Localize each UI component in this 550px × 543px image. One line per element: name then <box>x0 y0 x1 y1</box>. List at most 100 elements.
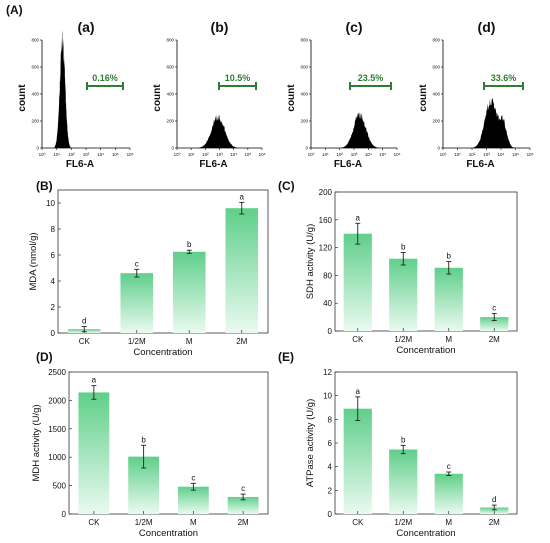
y-tick-label: 4 <box>328 463 333 472</box>
gate-percent-label: 10.5% <box>225 73 251 83</box>
y-axis-label: MDA (nmol/g) <box>28 232 39 290</box>
y-tick-label: 6 <box>328 439 333 448</box>
histogram-distribution <box>199 114 238 148</box>
histogram-y-tick-label: 600 <box>31 65 39 70</box>
bar <box>343 233 372 331</box>
panel-label: (E) <box>278 350 294 364</box>
panel-label: (C) <box>278 179 295 193</box>
histogram-x-tick-label: 10³ <box>83 152 90 157</box>
x-axis-label: Concentration <box>396 345 455 356</box>
bar <box>343 408 372 514</box>
histogram-y-axis-label: count <box>17 84 28 112</box>
histogram-x-tick-label: 10⁶ <box>127 152 134 157</box>
plot-frame <box>334 191 518 332</box>
y-tick-label: 2500 <box>48 368 66 377</box>
x-tick-label: 2M <box>489 518 500 527</box>
x-tick-label: CK <box>352 335 364 344</box>
bar-charts: (B)0246810dCKc1/2MbMa2MConcentrationMDA … <box>28 179 518 539</box>
histogram-x-tick-label: 10⁵ <box>379 152 386 157</box>
significance-letter: c <box>191 473 195 482</box>
x-tick-label: 1/2M <box>394 335 412 344</box>
histogram-y-tick-label: 800 <box>31 38 39 43</box>
histogram-title: (c) <box>345 19 362 35</box>
significance-letter: a <box>356 387 361 396</box>
y-tick-label: 0 <box>328 510 333 519</box>
histogram-x-tick-label: 10¹ <box>454 152 461 157</box>
bar <box>227 496 259 514</box>
y-tick-label: 0 <box>328 327 333 336</box>
histogram-distribution <box>341 111 378 148</box>
significance-letter: a <box>92 376 97 385</box>
plot-frame <box>57 189 269 334</box>
gate-percent-label: 33.6% <box>491 73 517 83</box>
histogram-y-tick-label: 0 <box>36 146 39 151</box>
x-axis-label: Concentration <box>139 528 198 539</box>
significance-letter: b <box>141 435 146 444</box>
histogram-y-tick-label: 600 <box>300 65 308 70</box>
histogram-distribution <box>54 30 71 148</box>
histogram-x-tick-label: 10¹ <box>322 152 329 157</box>
histogram-x-tick-label: 10⁰ <box>308 152 315 157</box>
significance-letter: b <box>401 242 406 251</box>
x-tick-label: 1/2M <box>128 337 146 346</box>
y-tick-label: 10 <box>46 199 55 208</box>
histogram-y-tick-label: 400 <box>31 92 39 97</box>
histogram-x-tick-label: 10⁵ <box>244 152 251 157</box>
histogram-y-tick-label: 0 <box>171 146 174 151</box>
histogram-x-tick-label: 10² <box>336 152 343 157</box>
histogram-panel-4: (d) 0 200 400 600 800 10⁰ 10¹ 10² 10³ 10⁴ 10⁵ 10⁶ FL6… <box>418 19 534 170</box>
y-tick-label: 200 <box>319 188 333 197</box>
histogram-y-tick-label: 0 <box>437 146 440 151</box>
bar <box>434 267 463 331</box>
histogram-y-tick-label: 0 <box>305 146 308 151</box>
histogram-x-tick-label: 10³ <box>216 152 223 157</box>
histogram-y-tick-label: 400 <box>166 92 174 97</box>
y-tick-label: 500 <box>53 482 67 491</box>
bar-chart-panel-E: (E) 0 2 4 6 8 10 12 a CK b 1/2M c Md 2M Concentration AT… <box>278 350 518 539</box>
histogram-x-tick-label: 10³ <box>483 152 490 157</box>
y-tick-label: 4 <box>51 277 56 286</box>
y-tick-label: 1500 <box>48 425 66 434</box>
histogram-x-axis-label: FL6-A <box>466 159 494 170</box>
y-tick-label: 160 <box>319 216 333 225</box>
histogram-x-tick-label: 10¹ <box>53 152 60 157</box>
x-tick-label: 2M <box>238 518 249 527</box>
y-tick-label: 80 <box>323 271 332 280</box>
significance-letter: d <box>82 317 86 326</box>
histogram-y-tick-label: 600 <box>166 65 174 70</box>
histogram-x-tick-label: 10⁶ <box>527 152 534 157</box>
histogram-x-axis-label: FL6-A <box>199 159 227 170</box>
y-tick-label: 120 <box>319 244 333 253</box>
histogram-x-tick-label: 10³ <box>351 152 358 157</box>
histogram-y-tick-label: 800 <box>300 38 308 43</box>
x-tick-label: M <box>445 335 452 344</box>
bar <box>177 486 209 514</box>
significance-letter: d <box>492 495 496 504</box>
bar <box>172 251 206 333</box>
y-tick-label: 12 <box>323 368 332 377</box>
histogram-x-tick-label: 10² <box>469 152 476 157</box>
y-axis-label: MDH activity (U/g) <box>31 404 42 481</box>
significance-letter: c <box>447 462 451 471</box>
x-tick-label: 2M <box>236 337 247 346</box>
histogram-x-tick-label: 10¹ <box>188 152 195 157</box>
histogram-x-tick-label: 10² <box>202 152 209 157</box>
histogram-y-tick-label: 800 <box>166 38 174 43</box>
bar <box>225 208 259 333</box>
histogram-x-tick-label: 10⁶ <box>259 152 266 157</box>
bar <box>480 317 509 331</box>
bar <box>389 449 418 514</box>
x-tick-label: 2M <box>489 335 500 344</box>
histogram-x-tick-label: 10² <box>68 152 75 157</box>
significance-letter: b <box>447 252 452 261</box>
x-tick-label: 1/2M <box>135 518 153 527</box>
bar <box>434 473 463 514</box>
significance-letter: c <box>241 484 245 493</box>
histogram-x-tick-label: 10⁴ <box>365 152 372 157</box>
histogram-x-tick-label: 10⁵ <box>512 152 519 157</box>
histogram-panel-1: (a) 0 200 400 600 800 10⁰ 10¹ 10² 10³ 10⁴ 10⁵ 10⁶ FL6… <box>17 19 134 170</box>
histogram-y-axis-label: count <box>152 84 163 112</box>
x-tick-label: M <box>445 518 452 527</box>
y-axis-label: ATPase activity (U/g) <box>305 399 316 488</box>
